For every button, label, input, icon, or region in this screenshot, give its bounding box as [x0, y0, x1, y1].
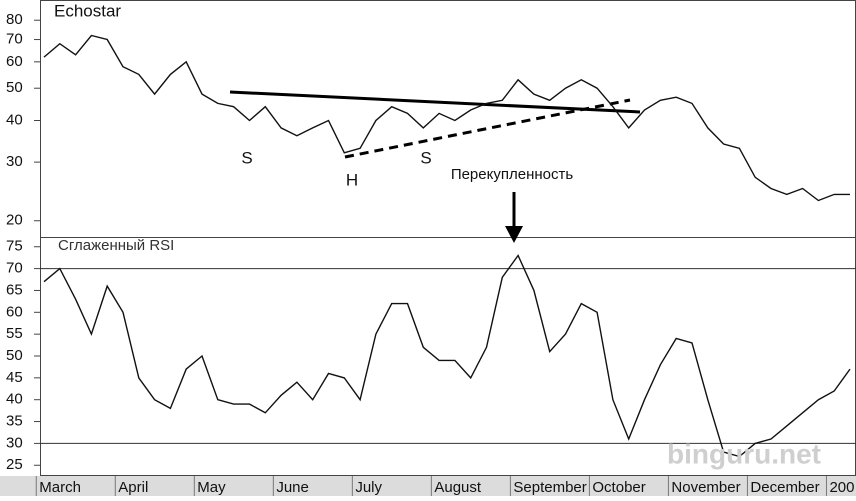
y-tick-label: 20 [6, 212, 23, 229]
neckline [229, 90, 641, 114]
x-tick-label: June [276, 479, 309, 496]
y-tick-label: 40 [6, 111, 23, 128]
y-tick-label: 75 [6, 238, 23, 255]
x-tick-label: July [355, 479, 382, 496]
watermark: binguru.net [667, 438, 821, 469]
x-tick-label: November [671, 479, 740, 496]
x-tick-label: May [197, 479, 226, 496]
y-tick-label: 45 [6, 369, 23, 386]
pattern-label: S [420, 148, 431, 167]
x-tick-label: August [434, 479, 482, 496]
x-tick-label: September [513, 479, 586, 496]
y-tick-label: 60 [6, 53, 23, 70]
x-tick-label: March [39, 479, 81, 496]
y-tick-label: 70 [6, 260, 23, 277]
y-tick-label: 80 [6, 11, 23, 28]
y-tick-label: 30 [6, 434, 23, 451]
y-tick-label: 30 [6, 153, 23, 170]
pattern-label: S [241, 148, 252, 167]
x-tick-label: December [750, 479, 819, 496]
series-line [43, 254, 851, 458]
price-title: Echostar [54, 1, 121, 20]
x-tick-label: April [118, 479, 148, 496]
series-line [43, 34, 850, 202]
x-axis-band [0, 476, 856, 496]
rsi-title: Сглаженный RSI [58, 237, 174, 254]
y-tick-label: 50 [6, 79, 23, 96]
y-tick-label: 40 [6, 391, 23, 408]
y-tick-label: 55 [6, 325, 23, 342]
y-tick-label: 25 [6, 456, 23, 473]
y-tick-label: 70 [6, 31, 23, 48]
pattern-label: H [346, 170, 358, 189]
x-tick-label: October [592, 479, 645, 496]
y-tick-label: 35 [6, 413, 23, 430]
annotation-arrowhead [505, 226, 523, 243]
annotation: Перекупленность [451, 166, 574, 183]
y-tick-label: 60 [6, 303, 23, 320]
y-tick-label: 50 [6, 347, 23, 364]
y-tick-label: 65 [6, 281, 23, 298]
trend-line [344, 98, 631, 159]
x-tick-label: 200 [829, 479, 854, 496]
annotation-halo: Перекупленность [451, 166, 574, 183]
